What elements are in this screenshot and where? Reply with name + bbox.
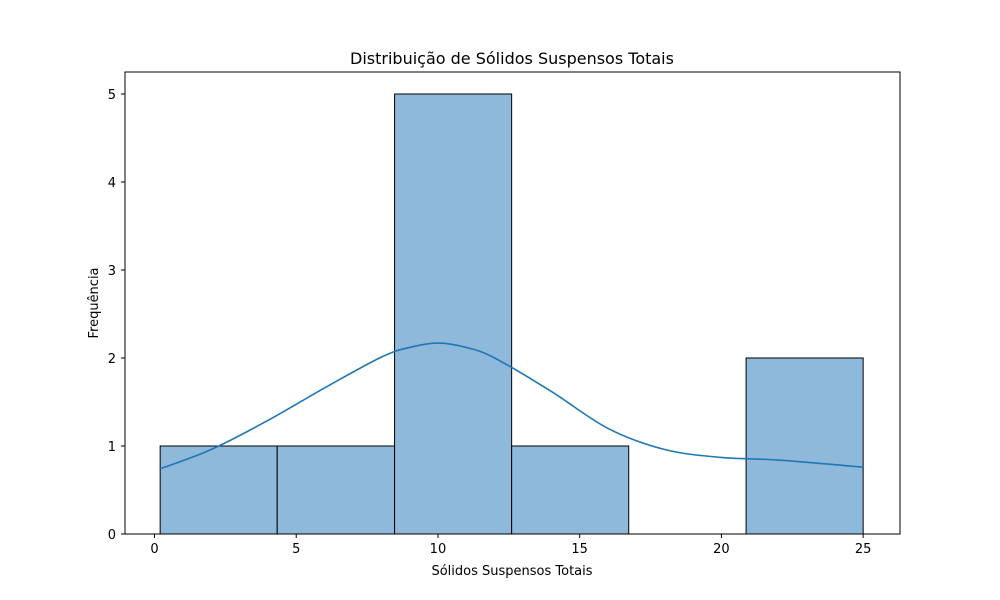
- chart-title: Distribuição de Sólidos Suspensos Totais: [350, 49, 674, 68]
- plot-frame: [124, 71, 901, 535]
- histogram-bar-5: [745, 357, 864, 535]
- histogram-bar-3: [511, 445, 630, 535]
- x-tick-label: 10: [430, 542, 447, 557]
- x-tick-label: 20: [713, 542, 730, 557]
- x-tick-label: 15: [571, 542, 588, 557]
- y-tick-label: 4: [108, 176, 116, 191]
- bars-group: [159, 93, 864, 535]
- y-tick-label: 3: [108, 264, 116, 279]
- histogram-bar-2: [394, 93, 513, 535]
- x-axis-label: Sólidos Suspensos Totais: [431, 564, 592, 579]
- y-tick-label: 5: [108, 88, 116, 103]
- x-tick-label: 0: [150, 542, 158, 557]
- x-axis-ticks: 0 5 10 15 20 25: [150, 534, 871, 557]
- y-tick-label: 1: [108, 440, 116, 455]
- y-tick-label: 0: [108, 528, 116, 543]
- y-tick-label: 2: [108, 352, 116, 367]
- x-tick-label: 5: [292, 542, 300, 557]
- y-axis-label: Frequência: [87, 267, 102, 338]
- histogram-bar-0: [159, 445, 278, 535]
- x-tick-label: 25: [855, 542, 872, 557]
- histogram-bar-1: [276, 445, 396, 535]
- kde-line: [159, 342, 864, 470]
- y-axis-ticks: 0 1 2 3 4 5: [108, 88, 125, 543]
